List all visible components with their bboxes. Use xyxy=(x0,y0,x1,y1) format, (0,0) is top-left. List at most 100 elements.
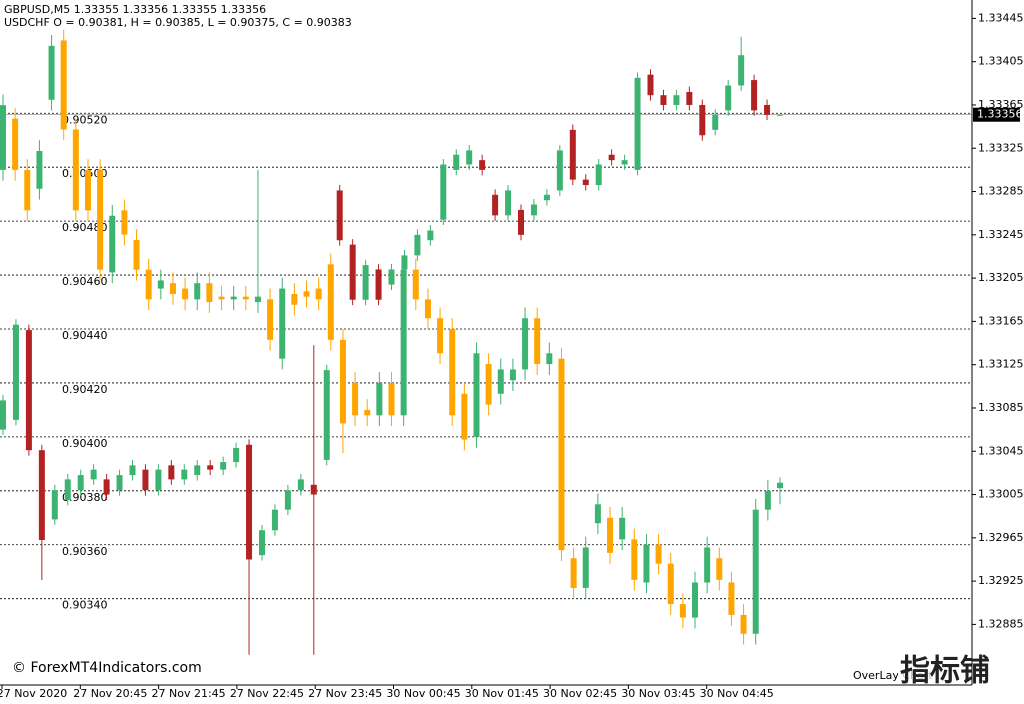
x-tick-label: 27 Nov 20:45 xyxy=(73,687,147,700)
candle-body xyxy=(427,230,434,241)
candle-body xyxy=(182,288,189,300)
candle-body xyxy=(473,353,480,437)
candle-body xyxy=(254,296,261,303)
candle-body xyxy=(103,479,110,495)
x-tick-label: 27 Nov 22:45 xyxy=(230,687,304,700)
candle-body xyxy=(0,105,6,170)
x-tick-label: 30 Nov 01:45 xyxy=(465,687,539,700)
x-tick-label: 27 Nov 23:45 xyxy=(308,687,382,700)
candle-body xyxy=(51,490,58,520)
candle-body xyxy=(401,255,408,270)
candle-body xyxy=(752,509,759,634)
candle-body xyxy=(461,393,468,440)
candle-body xyxy=(764,490,771,510)
y-tick-label: 1.33165 xyxy=(978,314,1024,327)
x-tick-label: 30 Nov 04:45 xyxy=(700,687,774,700)
candle-body xyxy=(315,288,322,300)
candle-body xyxy=(509,369,516,381)
candle-body xyxy=(90,469,97,480)
candle-body xyxy=(297,479,304,491)
y-tick-label: 0.90360 xyxy=(62,545,108,558)
x-tick-label: 30 Nov 03:45 xyxy=(621,687,695,700)
candle-body xyxy=(518,209,524,235)
candle-body xyxy=(692,582,699,618)
candle-body xyxy=(220,462,227,470)
y-tick-label: 1.33005 xyxy=(978,488,1024,501)
y-tick-label: 1.33245 xyxy=(978,228,1024,241)
candle-body xyxy=(36,151,43,189)
candle-body xyxy=(543,194,550,201)
candle-body xyxy=(534,318,541,365)
candle-body xyxy=(414,234,421,256)
candle-body xyxy=(194,283,201,300)
axes-layer: 1.334451.334051.333651.333251.332851.332… xyxy=(0,11,1024,700)
y-tick-label: 0.90380 xyxy=(62,491,108,504)
candle-body xyxy=(607,517,614,553)
candle-body xyxy=(323,370,330,460)
x-tick-label: 30 Nov 00:45 xyxy=(386,687,460,700)
candle-body xyxy=(109,215,116,273)
candle-body xyxy=(728,582,735,615)
candle-body xyxy=(303,291,310,297)
y-tick-label: 0.90400 xyxy=(62,437,108,450)
y-tick-label: 0.90340 xyxy=(62,599,108,612)
y-tick-label: 1.33405 xyxy=(978,55,1024,68)
x-tick-label: 27 Nov 21:45 xyxy=(152,687,226,700)
candle-body xyxy=(619,517,626,540)
candle-body xyxy=(667,563,674,605)
candle-body xyxy=(129,465,136,476)
candle-body xyxy=(12,324,19,420)
candle-body xyxy=(621,160,628,165)
x-tick-label: 27 Nov 2020 xyxy=(0,687,67,700)
candle-body xyxy=(218,296,225,300)
candle-body xyxy=(375,269,382,300)
candle-body xyxy=(339,339,346,424)
candle-body xyxy=(424,299,431,319)
candle-body xyxy=(194,465,201,476)
candle-body xyxy=(712,114,719,130)
candle-body xyxy=(449,329,456,416)
candle-body xyxy=(608,154,615,161)
y-tick-label: 1.33045 xyxy=(978,444,1024,457)
candle-body xyxy=(155,469,162,491)
main-series xyxy=(0,36,783,655)
candle-body xyxy=(594,504,601,524)
y-tick-label: 1.33125 xyxy=(978,358,1024,371)
y-tick-label: 0.90480 xyxy=(62,221,108,234)
overlay-series xyxy=(0,29,783,645)
candle-body xyxy=(349,244,356,300)
candle-body xyxy=(116,475,123,491)
candle-body xyxy=(181,469,188,480)
candle-body xyxy=(142,469,149,491)
candle-body xyxy=(242,296,249,300)
x-tick-label: 30 Nov 02:45 xyxy=(543,687,617,700)
candle-body xyxy=(267,299,274,340)
overlay-header: USDCHF O = 0.90381, H = 0.90385, L = 0.9… xyxy=(4,16,352,29)
y-tick-label: 1.33205 xyxy=(978,271,1024,284)
candle-body xyxy=(764,104,771,115)
candle-body xyxy=(716,558,723,580)
candle-body xyxy=(453,154,460,170)
candle-body xyxy=(291,293,298,305)
candle-body xyxy=(25,330,32,451)
candle-body xyxy=(259,530,265,556)
candle-body xyxy=(24,169,31,211)
candle-body xyxy=(230,296,237,300)
candle-body xyxy=(647,74,654,96)
main-header: GBPUSD,M5 1.33355 1.33356 1.33355 1.3335… xyxy=(4,3,266,16)
logo: 指标铺 xyxy=(900,654,990,689)
y-tick-label: 1.33085 xyxy=(978,401,1024,414)
candle-body xyxy=(168,465,175,480)
y-tick-label: 0.90460 xyxy=(62,275,108,288)
bid-box xyxy=(973,107,1020,122)
y-tick-label: 1.33445 xyxy=(978,11,1024,24)
candle-body xyxy=(388,382,395,416)
candle-body xyxy=(271,509,278,531)
candle-body xyxy=(97,169,104,270)
bid-label: 1.33356 xyxy=(977,108,1023,121)
y-tick-label: 1.32885 xyxy=(978,617,1024,630)
y-tick-label: 1.32925 xyxy=(978,574,1024,587)
y-tick-label: 1.33325 xyxy=(978,141,1024,154)
candle-body xyxy=(643,544,650,583)
